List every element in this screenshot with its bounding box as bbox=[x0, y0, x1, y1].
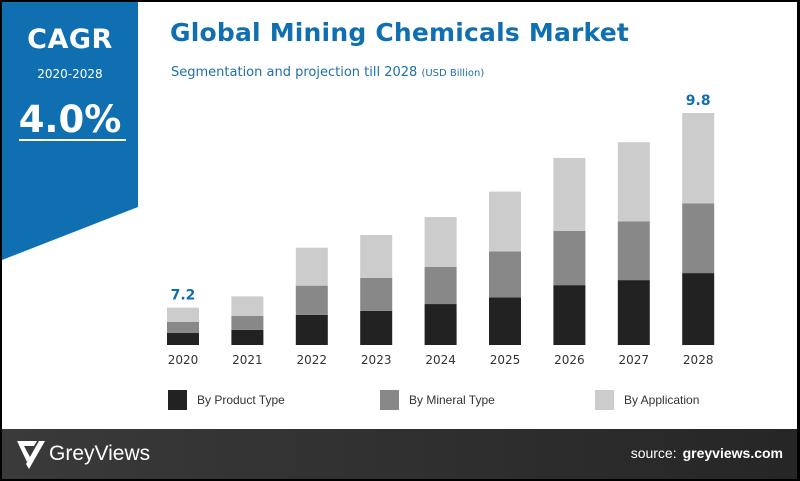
x-tick-label-2026: 2026 bbox=[554, 353, 585, 367]
x-tick-label-2023: 2023 bbox=[361, 353, 392, 367]
bar-2027-by-product-type bbox=[617, 280, 650, 345]
cagr-label: CAGR bbox=[27, 24, 113, 55]
bar-2024-by-product-type bbox=[424, 304, 457, 345]
bar-2026-by-application bbox=[553, 157, 586, 231]
bar-2020-by-mineral-type bbox=[167, 321, 199, 334]
legend-label-mineral-type: By Mineral Type bbox=[409, 393, 495, 407]
data-label-2020: 7.2 bbox=[171, 288, 196, 304]
bar-2022-by-application bbox=[295, 247, 328, 286]
bar-2027-by-application bbox=[617, 142, 650, 222]
x-tick-label-2022: 2022 bbox=[297, 353, 328, 367]
cagr-underline bbox=[19, 139, 126, 141]
chart-title: Global Mining Chemicals Market bbox=[170, 18, 630, 47]
greyviews-logo: GreyViews bbox=[17, 437, 150, 471]
subtitle-text: Segmentation and projection till 2028 bbox=[171, 65, 418, 80]
bar-2021-by-mineral-type bbox=[231, 315, 264, 330]
bar-2028-by-mineral-type bbox=[682, 203, 715, 274]
legend-swatch-product-type bbox=[168, 390, 187, 410]
source-label: source: bbox=[630, 445, 677, 461]
data-label-2028: 9.8 bbox=[686, 93, 711, 109]
greyviews-logo-icon bbox=[17, 441, 45, 469]
stacked-bar-chart: 2020 7.2 2021 2022 2023 2024 2025 2026 2027 2028 9… bbox=[167, 93, 715, 367]
cagr-value: 4.0% bbox=[18, 98, 122, 141]
bar-2027-by-mineral-type bbox=[617, 221, 650, 281]
bar-2028-by-application bbox=[682, 113, 715, 204]
bar-2023-by-application bbox=[360, 234, 393, 278]
legend-item-application: By Application bbox=[595, 388, 699, 412]
bar-2025-by-product-type bbox=[489, 297, 521, 345]
legend-label-application: By Application bbox=[624, 393, 700, 407]
brand-name: GreyViews bbox=[49, 442, 151, 465]
x-tick-label-2021: 2021 bbox=[232, 353, 263, 367]
x-tick-label-2025: 2025 bbox=[490, 353, 521, 367]
bar-2020-by-application bbox=[167, 307, 199, 322]
legend-item-product-type: By Product Type bbox=[168, 388, 285, 412]
source-credit: source: greyviews.com bbox=[631, 445, 783, 461]
x-tick-label-2020: 2020 bbox=[168, 353, 199, 367]
subtitle-unit: (USD Billion) bbox=[421, 68, 485, 79]
bar-2026-by-mineral-type bbox=[553, 230, 586, 286]
bar-2021-by-product-type bbox=[231, 329, 264, 345]
bar-2020-by-product-type bbox=[167, 333, 199, 345]
bar-2023-by-product-type bbox=[360, 310, 393, 345]
bar-2026-by-product-type bbox=[553, 285, 586, 345]
legend-swatch-application bbox=[595, 390, 614, 410]
cagr-banner-shape bbox=[2, 2, 138, 260]
bar-2024-by-mineral-type bbox=[424, 266, 457, 305]
bar-2024-by-application bbox=[424, 217, 457, 267]
bar-2023-by-mineral-type bbox=[360, 277, 393, 311]
cagr-panel: CAGR 2020-2028 4.0% bbox=[2, 2, 140, 264]
bar-2025-by-application bbox=[489, 191, 521, 252]
source-link[interactable]: greyviews.com bbox=[682, 445, 783, 461]
x-tick-label-2027: 2027 bbox=[619, 353, 650, 367]
bar-2028-by-product-type bbox=[682, 273, 715, 345]
legend-item-mineral-type: By Mineral Type bbox=[380, 388, 495, 412]
bar-2021-by-application bbox=[231, 296, 264, 316]
bar-2022-by-product-type bbox=[295, 314, 328, 345]
chart-subtitle: Segmentation and projection till 2028 (U… bbox=[171, 65, 484, 80]
x-tick-label-2028: 2028 bbox=[683, 353, 714, 367]
bar-2025-by-mineral-type bbox=[489, 251, 521, 298]
x-tick-label-2024: 2024 bbox=[425, 353, 456, 367]
legend-label-product-type: By Product Type bbox=[197, 393, 285, 407]
bar-2022-by-mineral-type bbox=[295, 285, 328, 315]
footer-bar: GreyViews source: greyviews.com bbox=[2, 429, 797, 479]
cagr-period: 2020-2028 bbox=[37, 67, 103, 81]
legend-swatch-mineral-type bbox=[380, 390, 399, 410]
